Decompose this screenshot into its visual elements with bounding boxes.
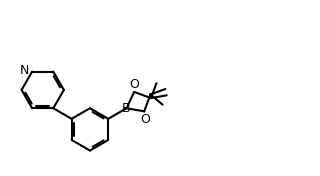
Text: O: O [140,113,150,126]
Text: O: O [129,77,139,90]
Text: N: N [20,64,29,77]
Text: B: B [122,102,131,115]
